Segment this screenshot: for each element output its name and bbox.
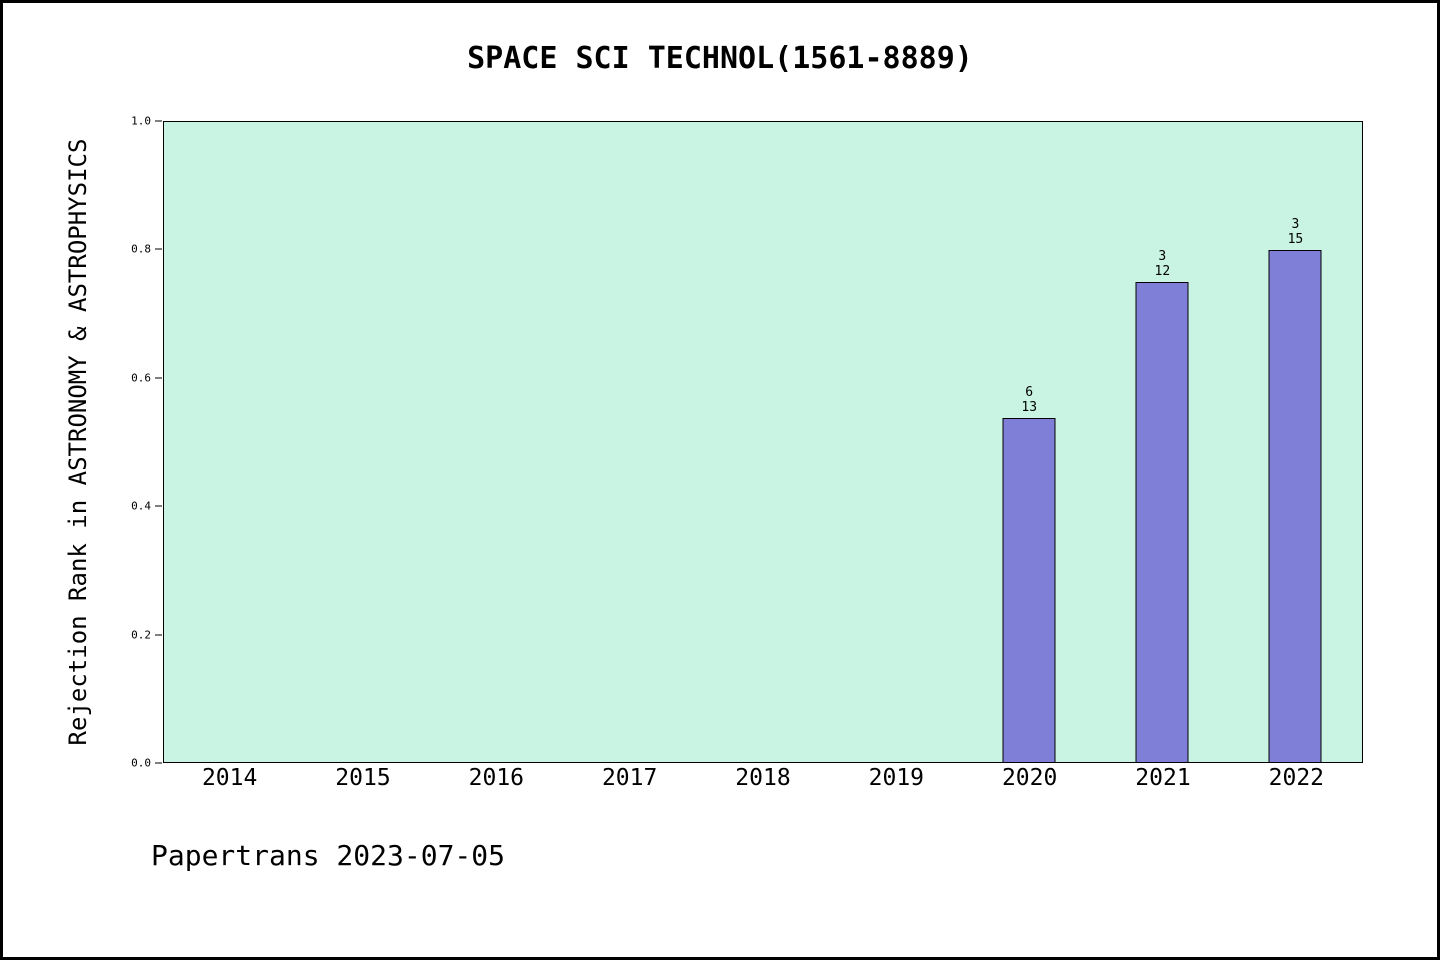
x-tick-label-2014: 2014 bbox=[201, 765, 258, 791]
y-tick-mark bbox=[155, 634, 162, 636]
y-tick-label: 1.0 bbox=[131, 114, 151, 128]
bar-value-label-2021: 3 12 bbox=[1154, 249, 1171, 279]
bar-2020 bbox=[1002, 417, 1056, 762]
x-tick-label-2017: 2017 bbox=[601, 765, 658, 791]
y-tick-label: 0.0 bbox=[131, 756, 151, 770]
y-tick-mark bbox=[155, 762, 162, 764]
y-tick-1.0: 1.0 bbox=[131, 115, 162, 128]
y-axis-ticks: 0.0 0.2 0.4 0.6 0.8 1.0 bbox=[3, 115, 162, 770]
y-tick-0.6: 0.6 bbox=[131, 371, 162, 384]
y-tick-label: 0.6 bbox=[131, 371, 151, 385]
chart-title: SPACE SCI TECHNOL(1561-8889) bbox=[467, 41, 973, 76]
footer-text: Papertrans 2023-07-05 bbox=[151, 839, 506, 872]
y-tick-0.2: 0.2 bbox=[131, 628, 162, 641]
y-tick-mark bbox=[155, 120, 162, 122]
bar-value-label-2020: 6 13 bbox=[1021, 384, 1038, 415]
y-tick-label: 0.4 bbox=[131, 499, 151, 513]
x-tick-label-2019: 2019 bbox=[868, 765, 925, 791]
bar-2022 bbox=[1268, 250, 1322, 762]
x-tick-label-2021: 2021 bbox=[1135, 765, 1191, 791]
bar-2021 bbox=[1135, 282, 1189, 762]
y-tick-mark bbox=[155, 248, 162, 250]
x-axis-labels: 2014 2015 2016 2017 2018 2019 2020 2021 2022 bbox=[163, 765, 1363, 799]
y-tick-0.8: 0.8 bbox=[131, 243, 162, 256]
x-tick-label-2020: 2020 bbox=[1001, 765, 1058, 791]
x-tick-label-2022: 2022 bbox=[1268, 765, 1325, 791]
y-tick-mark bbox=[155, 505, 162, 507]
y-tick-0.0: 0.0 bbox=[131, 757, 162, 770]
bar-value-label-2022: 3 15 bbox=[1287, 217, 1304, 247]
y-tick-label: 0.2 bbox=[131, 628, 151, 642]
x-tick-label-2016: 2016 bbox=[468, 765, 525, 791]
x-tick-label-2015: 2015 bbox=[335, 765, 391, 791]
y-tick-label: 0.8 bbox=[131, 242, 151, 256]
plot-area: 6 13 3 12 3 15 bbox=[163, 121, 1363, 763]
y-tick-0.4: 0.4 bbox=[131, 500, 162, 513]
x-tick-label-2018: 2018 bbox=[735, 765, 791, 791]
y-tick-mark bbox=[155, 377, 162, 379]
